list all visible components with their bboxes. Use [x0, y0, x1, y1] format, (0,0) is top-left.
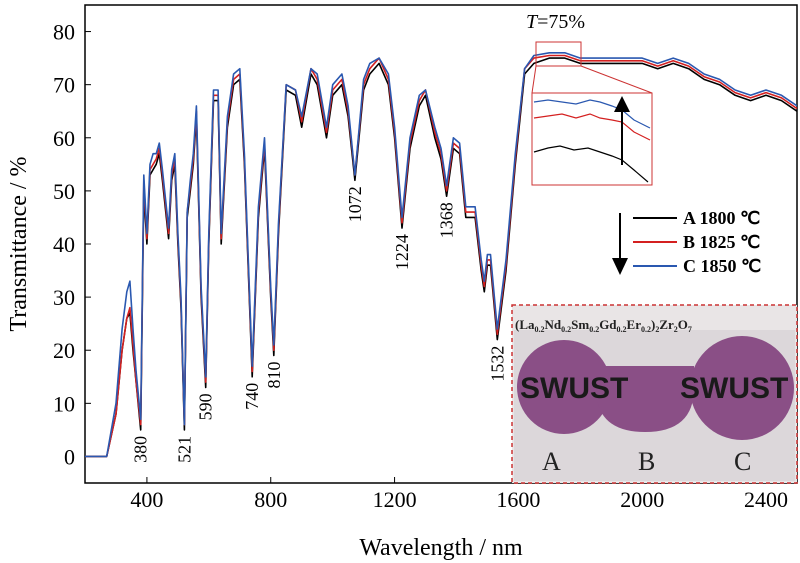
x-tick-label: 1200 [373, 487, 417, 512]
axis-ticks: 400 800 1200 1600 2000 2400 0 10 20 30 40 50 60 70 80 [53, 20, 788, 512]
sample-label-b: B [638, 447, 655, 476]
y-tick-label: 60 [53, 126, 75, 151]
photo-title: (La0.2Nd0.2Sm0.2Gd0.2Er0.2)2Zr2O7 [515, 317, 692, 334]
sample-label-c: C [734, 447, 751, 476]
y-tick-label: 50 [53, 179, 75, 204]
x-tick-label: 800 [254, 487, 287, 512]
peak-label: 521 [174, 436, 194, 463]
legend-label-b: B 1825 ℃ [683, 232, 760, 252]
zoom-connector-right [580, 65, 653, 94]
zoom-curve-c [533, 99, 651, 129]
peak-label: 1368 [437, 202, 457, 238]
zoom-curve-b [533, 113, 651, 141]
x-tick-label: 2000 [620, 487, 664, 512]
sample-label-a: A [542, 447, 561, 476]
legend-label-c: C 1850 ℃ [683, 256, 761, 276]
sample-photo-inset: (La0.2Nd0.2Sm0.2Gd0.2Er0.2)2Zr2O7 SWUST … [511, 304, 798, 484]
legend-arrow-head [612, 258, 628, 275]
y-tick-label: 20 [53, 338, 75, 363]
peak-label: 380 [131, 436, 151, 463]
y-tick-label: 70 [53, 73, 75, 98]
series-lines [85, 51, 797, 458]
y-tick-label: 80 [53, 20, 75, 45]
legend-label-a: A 1800 ℃ [683, 208, 760, 228]
zoom-inset [531, 92, 653, 186]
peak-label: 1532 [487, 346, 507, 382]
zoom-source-box [535, 41, 582, 67]
sample-disc-b [596, 366, 694, 432]
x-tick-label: 2400 [744, 487, 788, 512]
peak-label: 590 [196, 393, 216, 420]
sample-disc-a [517, 340, 611, 434]
zoom-curve-a [533, 145, 649, 183]
y-axis-title: Transmittance / % [6, 156, 32, 331]
y-tick-label: 30 [53, 285, 75, 310]
peak-label: 1072 [345, 186, 365, 222]
zoom-arrow-head [614, 96, 630, 112]
disc-text-right: SWUST [680, 372, 788, 405]
t-annotation: T=75% [526, 11, 585, 33]
sample-disc-c [690, 336, 794, 440]
y-tick-label: 40 [53, 232, 75, 257]
y-tick-label: 10 [53, 391, 75, 416]
disc-text-left: SWUST [520, 372, 628, 405]
legend: A 1800 ℃ B 1825 ℃ C 1850 ℃ [612, 208, 761, 276]
peak-label: 810 [264, 362, 284, 389]
peak-label: 1224 [392, 234, 412, 270]
peak-label: 740 [242, 383, 262, 410]
x-axis-title: Wavelength / nm [359, 535, 523, 561]
x-tick-label: 1600 [496, 487, 540, 512]
series-line-c [85, 51, 797, 458]
x-tick-label: 400 [130, 487, 163, 512]
zoom-connector-left [531, 65, 537, 94]
y-tick-label: 0 [64, 444, 75, 469]
